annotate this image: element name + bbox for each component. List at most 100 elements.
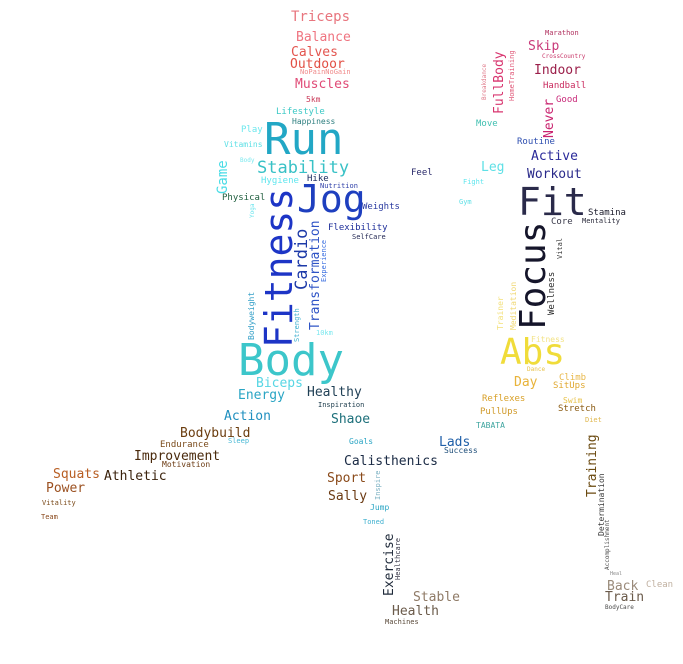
word-shaoe: Shaoe [331, 412, 371, 427]
word-trainer: Trainer [496, 296, 505, 330]
word-train: Train [605, 590, 645, 605]
word-hometraining: HomeTraining [508, 50, 516, 101]
word-vital: Vital [556, 237, 564, 259]
word-core: Core [551, 217, 573, 227]
word-abs: Abs [500, 332, 566, 373]
word-bodycare: BodyCare [605, 604, 634, 611]
word-sport: Sport [327, 471, 367, 486]
word-improvement: Improvement [134, 449, 221, 464]
word-crosscountry: CrossCountry [542, 53, 586, 60]
word-vitality: Vitality [42, 499, 76, 507]
word-day: Day [514, 375, 538, 390]
word-dance: Dance [527, 366, 546, 373]
word-fit: Fit [518, 180, 587, 224]
word-wellness: Wellness [547, 271, 557, 315]
word-5km: 5km [306, 95, 321, 104]
word-never: Never [542, 98, 557, 138]
word-gym: Gym [459, 198, 472, 206]
word-weights: Weights [362, 202, 400, 212]
word-triceps: Triceps [291, 9, 351, 25]
word-power: Power [46, 481, 86, 496]
word-bodybuild: Bodybuild [180, 426, 251, 441]
word-accomplishment: Accomplishment [604, 519, 611, 570]
word-stretch: Stretch [558, 404, 596, 414]
word-motivation: Motivation [162, 460, 211, 469]
word-vitamins: Vitamins [224, 140, 263, 149]
word-leg: Leg [481, 160, 505, 175]
word-nopainnogain: NoPainNoGain [300, 68, 351, 76]
word-back: Back [607, 579, 639, 594]
word-balance: Balance [296, 30, 351, 45]
word-healthcare: Healthcare [394, 537, 402, 580]
word-10km: 10km [316, 329, 333, 337]
word-jog: Jog [297, 177, 366, 221]
word-inspire: Inspire [374, 470, 382, 500]
word-happiness: Happiness [292, 117, 336, 126]
word-bodyweight: Bodyweight [247, 291, 256, 340]
word-indoor: Indoor [534, 63, 581, 78]
word-lifestyle: Lifestyle [276, 107, 325, 117]
word-move: Move [476, 119, 498, 129]
word-good: Good [556, 95, 578, 105]
word-biceps: Biceps [256, 376, 303, 391]
word-body-small: Body [240, 157, 255, 164]
word-swim: Swim [563, 396, 583, 405]
word-meditation: Meditation [509, 281, 518, 330]
word-stability: Stability [257, 158, 350, 178]
word-flexibility: Flexibility [328, 223, 388, 233]
word-fitness-small: Fitness [531, 335, 565, 344]
word-pullups: PullUps [480, 407, 518, 417]
word-fullbody: FullBody [492, 51, 507, 114]
word-fight: Fight [463, 178, 485, 186]
word-game: Game [215, 160, 231, 194]
word-success: Success [444, 446, 478, 455]
word-health: Health [392, 604, 439, 619]
word-calves: Calves [291, 45, 338, 60]
word-tabata: TABATA [476, 421, 505, 430]
word-machines: Machines [385, 618, 419, 626]
word-active: Active [531, 149, 578, 164]
word-stamina: Stamina [588, 208, 626, 218]
word-yoga: Yoga [249, 203, 256, 218]
word-sally: Sally [328, 489, 368, 504]
word-team: Team [41, 513, 58, 521]
word-heal: Heal [610, 571, 623, 577]
word-diet: Diet [585, 416, 602, 424]
word-nutrition: Nutrition [320, 182, 358, 190]
word-inspiration: Inspiration [318, 401, 365, 409]
word-handball: Handball [543, 81, 587, 91]
word-action: Action [224, 409, 271, 424]
word-situps: SitUps [553, 381, 586, 391]
word-stable: Stable [413, 590, 460, 605]
word-endurance: Endurance [160, 440, 209, 450]
word-calisthenics: Calisthenics [344, 454, 438, 469]
word-lads: Lads [439, 435, 471, 450]
word-sleep: Sleep [228, 437, 250, 445]
word-physical: Physical [222, 193, 266, 203]
word-routine: Routine [517, 137, 555, 147]
word-jump: Jump [370, 503, 390, 512]
word-play: Play [241, 125, 263, 135]
word-selfcare: SelfCare [352, 233, 386, 241]
word-energy: Energy [238, 388, 285, 403]
word-hike: Hike [307, 174, 329, 184]
word-healthy: Healthy [307, 385, 362, 400]
word-hygiene: Hygiene [261, 176, 299, 186]
word-skip: Skip [528, 39, 560, 54]
word-mentality: Mentality [582, 217, 620, 225]
word-muscles: Muscles [295, 77, 350, 92]
word-marathon: Marathon [545, 29, 579, 37]
word-workout: Workout [527, 167, 582, 182]
word-breakdance: Breakdance [481, 63, 488, 100]
word-feel: Feel [411, 168, 433, 178]
word-toned: Toned [363, 518, 385, 526]
word-clean: Clean [646, 580, 674, 590]
word-experience: Experience [320, 239, 328, 282]
word-squats: Squats [53, 467, 100, 482]
word-body: Body [238, 335, 344, 386]
word-climb: Climb [559, 373, 587, 383]
word-run: Run [264, 114, 344, 165]
word-athletic: Athletic [104, 469, 167, 484]
word-outdoor: Outdoor [290, 57, 345, 72]
